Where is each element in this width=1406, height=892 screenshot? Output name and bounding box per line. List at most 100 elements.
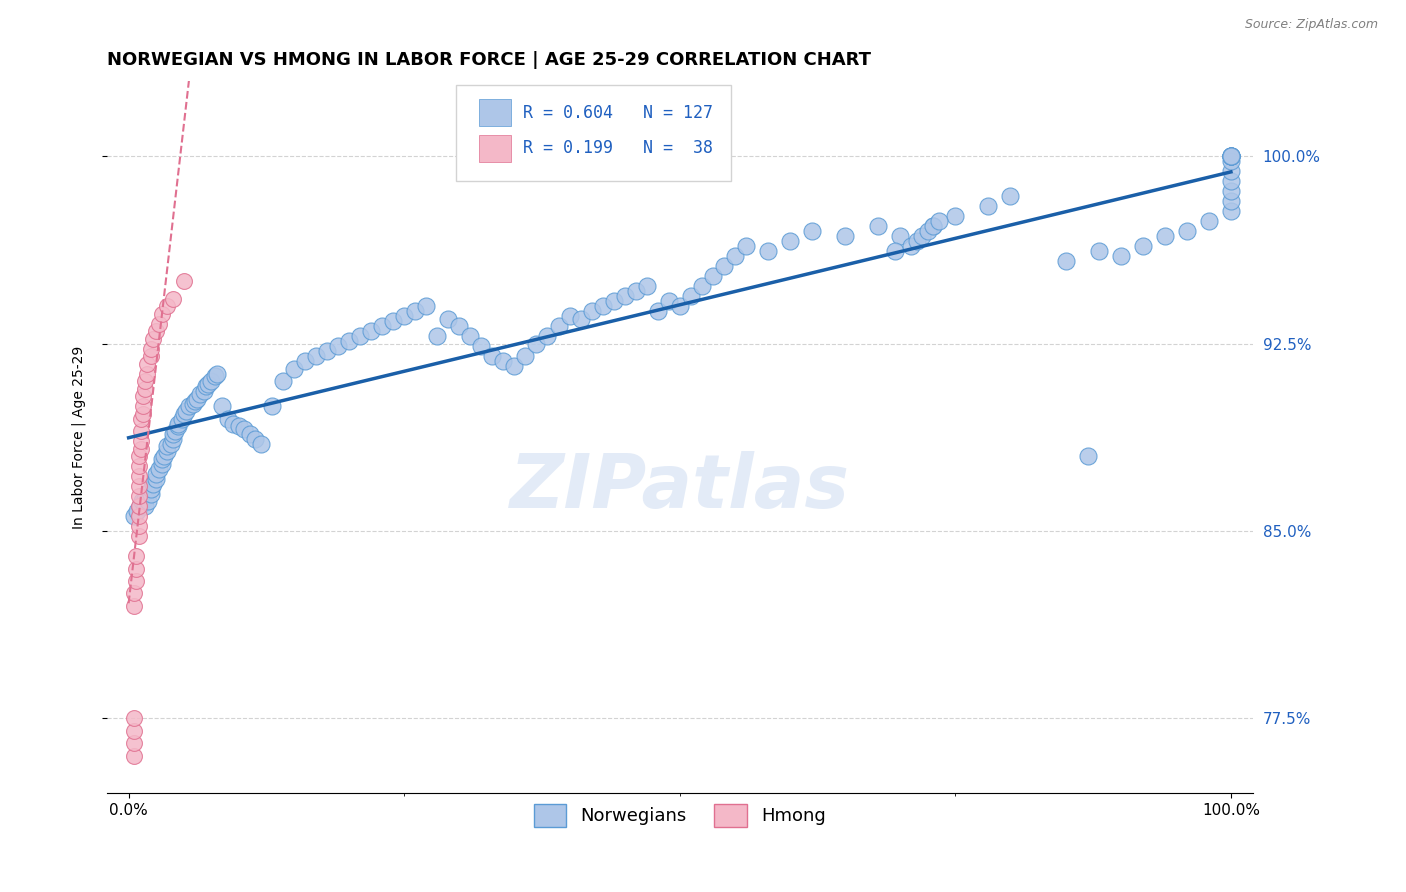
Point [1219,149,1241,163]
Point [128,499,150,513]
Point [1153,229,1175,244]
Point [943,209,966,223]
Point [337,334,360,348]
Point [905,234,928,248]
Point [156,444,179,458]
Point [1219,154,1241,169]
Point [917,224,939,238]
Point [162,432,184,446]
FancyBboxPatch shape [479,135,512,161]
Point [179,399,201,413]
Point [148,317,170,331]
FancyBboxPatch shape [479,99,512,126]
Point [360,324,382,338]
Point [128,519,150,533]
Point [128,489,150,503]
Point [228,419,250,434]
Text: NORWEGIAN VS HMONG IN LABOR FORCE | AGE 25-29 CORRELATION CHART: NORWEGIAN VS HMONG IN LABOR FORCE | AGE … [107,51,870,69]
Point [460,329,482,343]
Point [724,249,747,263]
Point [186,392,208,406]
Point [159,436,181,450]
Point [547,319,569,334]
Point [371,319,394,334]
Point [883,244,905,259]
Point [153,449,176,463]
Point [1077,449,1099,463]
Point [156,439,179,453]
Point [1219,204,1241,219]
Point [1219,149,1241,163]
Point [404,304,426,318]
Point [245,432,267,446]
Text: ZIPatlas: ZIPatlas [510,450,849,524]
Point [128,529,150,543]
Point [156,299,179,313]
Point [515,349,537,363]
Point [316,344,339,359]
Point [142,332,165,346]
Point [128,499,150,513]
Point [132,407,155,421]
Point [1054,254,1077,268]
Point [188,386,211,401]
Point [1175,224,1198,238]
Point [834,229,856,244]
Point [868,219,890,234]
Point [1219,149,1241,163]
Point [129,424,152,438]
FancyBboxPatch shape [456,85,731,181]
Point [145,324,167,338]
Point [174,404,197,418]
Point [129,442,152,456]
Point [134,499,156,513]
Text: Source: ZipAtlas.com: Source: ZipAtlas.com [1244,18,1378,31]
Point [163,424,186,438]
Point [647,304,669,318]
Point [271,374,294,388]
Legend: Norwegians, Hmong: Norwegians, Hmong [527,797,832,834]
Point [211,399,233,413]
Point [170,411,193,425]
Point [1219,149,1241,163]
Point [581,304,603,318]
Point [250,436,273,450]
Point [127,504,149,518]
Point [1087,244,1109,259]
Point [204,369,226,384]
Point [173,407,195,421]
Point [415,299,437,313]
Point [167,417,190,431]
Point [139,342,162,356]
Point [668,299,690,313]
Point [197,376,219,391]
Point [217,411,239,425]
Point [150,451,173,466]
Point [125,561,148,575]
Point [134,491,156,506]
Point [142,476,165,491]
Point [470,339,492,353]
Point [129,411,152,425]
Point [139,349,162,363]
Point [122,723,145,738]
Point [437,311,460,326]
Point [194,379,217,393]
Point [702,269,724,284]
Point [138,494,160,508]
Point [139,482,162,496]
Point [1000,189,1022,203]
Point [128,449,150,463]
Point [426,329,449,343]
Point [613,289,636,303]
Point [181,396,204,410]
Point [131,494,153,508]
Point [134,374,156,388]
Point [184,394,207,409]
Point [132,389,155,403]
Point [900,239,922,253]
Point [922,219,945,234]
Point [1219,149,1241,163]
Point [1219,149,1241,163]
Point [122,509,145,524]
